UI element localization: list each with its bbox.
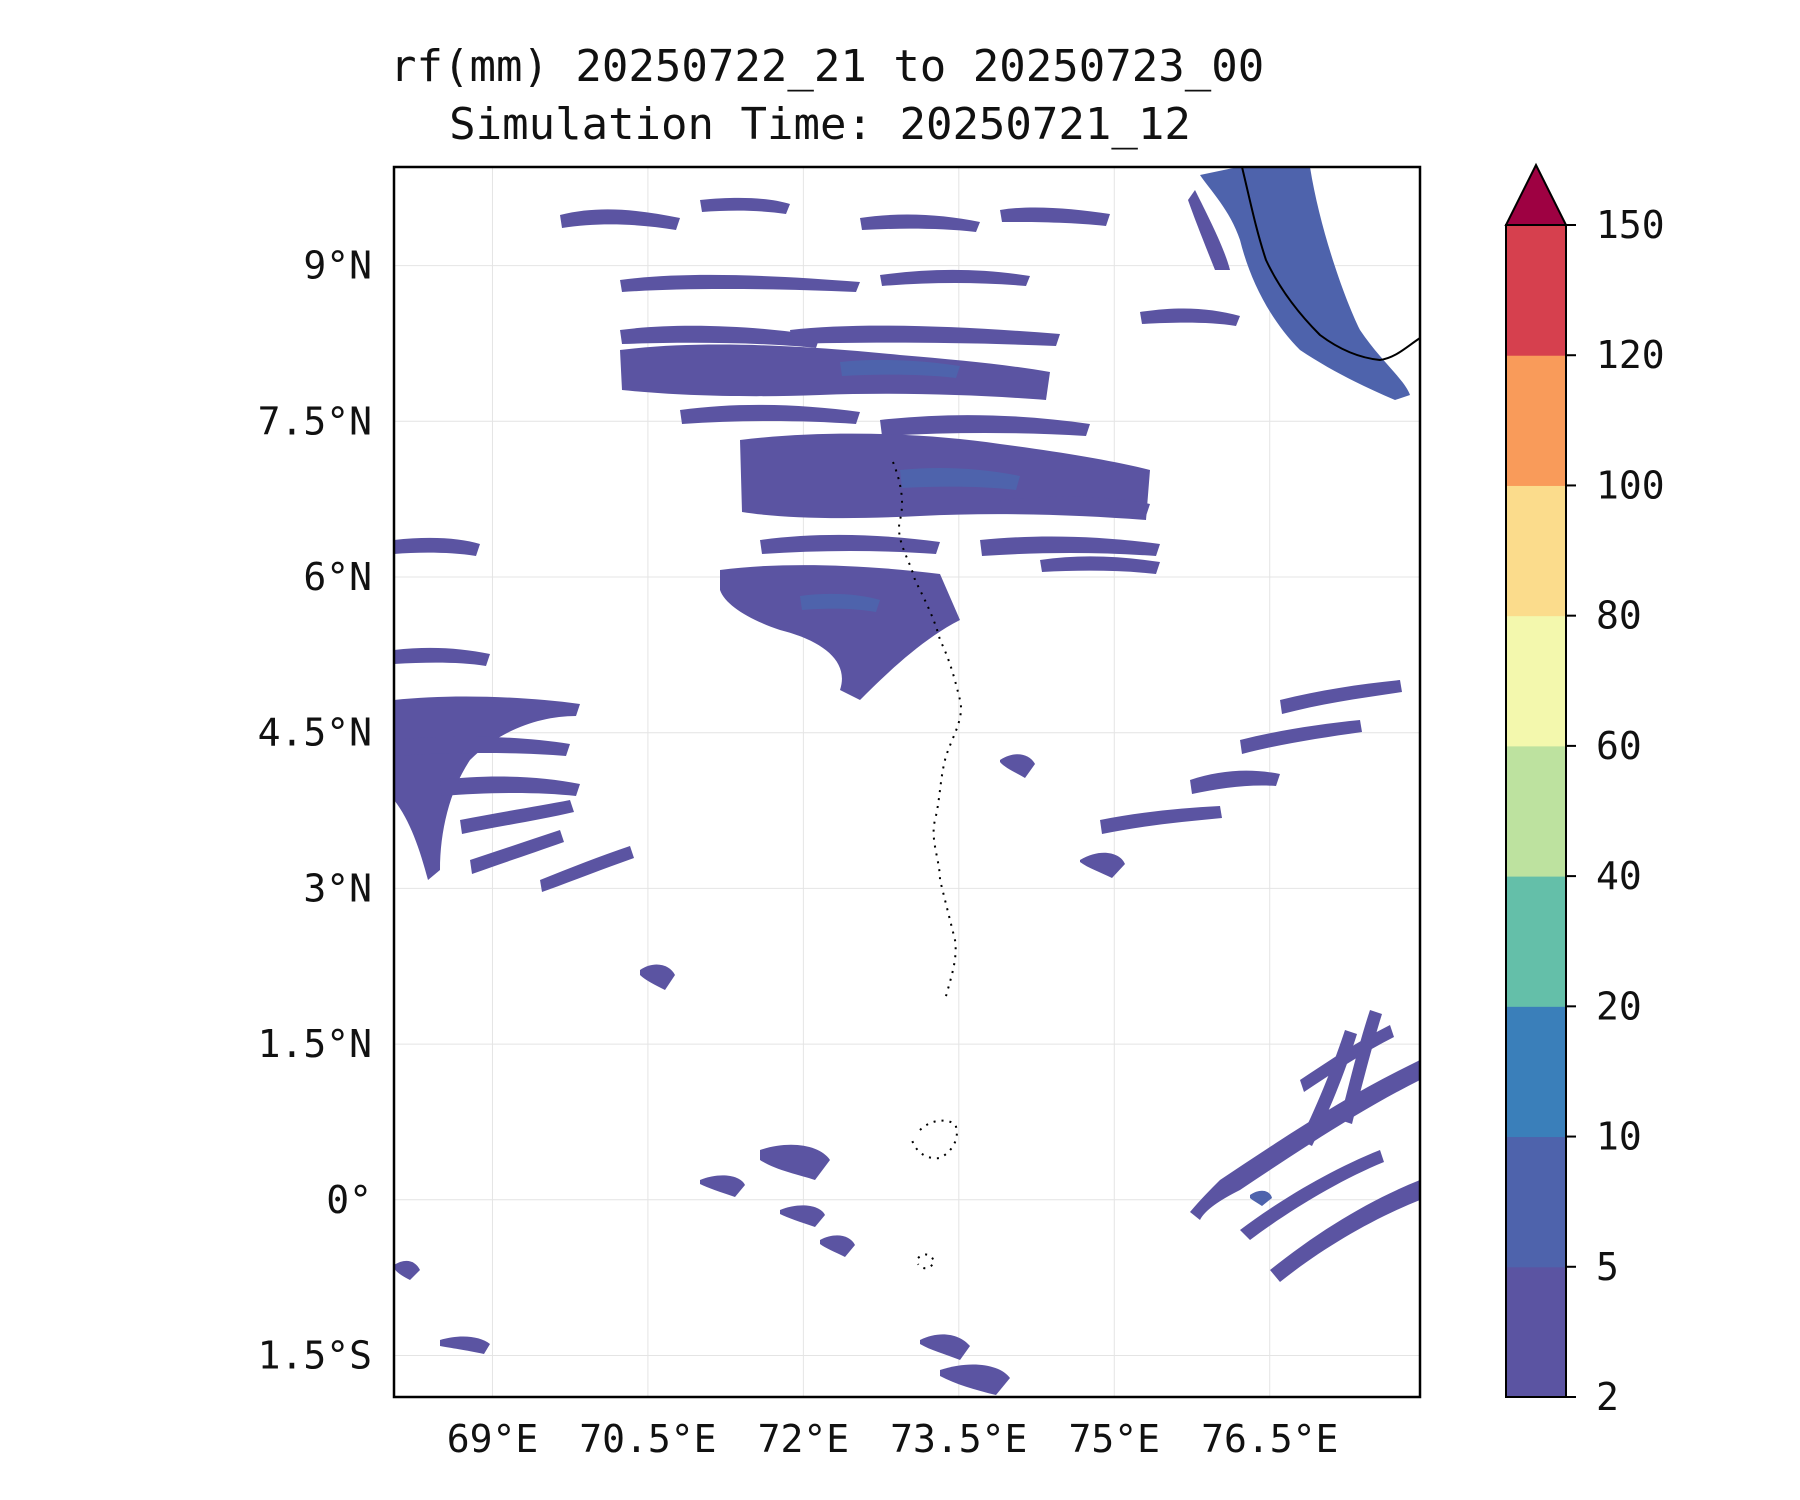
rain-patch	[700, 1175, 745, 1197]
maldives-atoll-dots	[911, 1119, 958, 1160]
lon-tick-label: 73.5°E	[890, 1417, 1027, 1461]
colorbar-segment	[1506, 876, 1566, 1007]
lon-tick-label: 75°E	[1069, 1417, 1161, 1461]
latitude-tick-labels: 9°N 7.5°N 6°N 4.5°N 3°N 1.5°N 0° 1.5°S	[258, 244, 372, 1378]
lat-tick-label: 6°N	[303, 555, 372, 599]
coastline	[892, 167, 1420, 1270]
colorbar-segment	[1506, 225, 1566, 356]
rain-west-streak	[394, 647, 490, 666]
rain-west-streak	[394, 537, 480, 556]
rain-southeast-band	[1300, 1030, 1357, 1146]
colorbar-segment	[1506, 485, 1566, 617]
colorbar-segment	[1506, 355, 1566, 486]
lat-tick-label: 1.5°S	[258, 1333, 372, 1377]
colorbar-tick-label: 80	[1596, 594, 1642, 638]
rain-patch	[920, 1334, 970, 1360]
lat-tick-label: 4.5°N	[258, 711, 372, 755]
rain-patch	[820, 1235, 855, 1257]
rain-patch	[760, 1144, 830, 1180]
lon-tick-label: 72°E	[758, 1417, 850, 1461]
rain-patch	[1280, 680, 1402, 714]
rain-west-streak	[440, 776, 580, 796]
rain-streak	[1000, 207, 1110, 226]
rain-streak	[790, 325, 1060, 346]
lat-tick-label: 0°	[326, 1178, 372, 1222]
colorbar-tick-label: 40	[1596, 854, 1642, 898]
rain-streak	[1140, 308, 1240, 326]
rain-streak	[620, 325, 820, 348]
rain-streak	[1000, 496, 1150, 516]
rain-west-streak	[540, 846, 634, 892]
rain-patch	[1100, 806, 1222, 834]
rain-patch	[940, 1364, 1010, 1395]
rain-cluster-south	[720, 565, 960, 700]
colorbar-tick-label: 5	[1596, 1245, 1619, 1289]
lat-tick-label: 3°N	[303, 866, 372, 910]
rain-patch	[780, 1205, 825, 1227]
colorbar-tick-label: 2	[1596, 1375, 1619, 1419]
rain-cluster-central-heavy	[900, 468, 1020, 490]
colorbar-tick-label: 10	[1596, 1115, 1642, 1159]
rain-coastal-band-inner	[1188, 190, 1230, 270]
chart-title-line-2: Simulation Time: 20250721_12	[449, 99, 1191, 150]
rain-southeast-band	[1270, 1180, 1420, 1282]
colorbar-segment	[1506, 1266, 1566, 1398]
rain-streak	[620, 274, 860, 292]
rain-west-streak	[460, 800, 574, 834]
rain-patch	[394, 1260, 420, 1280]
rain-patch	[1080, 852, 1125, 878]
rain-streak	[680, 404, 860, 424]
rain-cluster-south-heavy	[800, 593, 880, 612]
rain-west-streak	[394, 736, 570, 756]
lat-tick-label: 9°N	[303, 244, 372, 288]
colorbar-segment	[1506, 745, 1566, 877]
colorbar-segment	[1506, 1136, 1566, 1268]
colorbar-segment	[1506, 1006, 1566, 1138]
colorbar-tick-label: 60	[1596, 724, 1642, 768]
rain-streak	[1040, 556, 1160, 574]
rain-streak	[880, 415, 1090, 436]
colorbar-tick-label: 120	[1596, 333, 1665, 377]
lon-tick-label: 76.5°E	[1201, 1417, 1338, 1461]
india-coastline	[1241, 167, 1420, 362]
rain-southeast-band	[1340, 1010, 1382, 1124]
colorbar-tick-label: 20	[1596, 984, 1642, 1028]
rain-streak	[880, 269, 1030, 286]
rain-streak	[700, 197, 790, 214]
colorbar-tick-label: 100	[1596, 463, 1665, 507]
colorbar-segment	[1506, 615, 1566, 747]
colorbar-extend-arrow	[1504, 162, 1568, 226]
rain-patch	[640, 964, 675, 990]
colorbar: 2 5 10 20 40 60 80 100 120 150	[1504, 162, 1665, 1419]
rain-streak	[560, 209, 680, 230]
rain-cluster-north-heavy	[840, 359, 960, 378]
rain-coastal-band	[1200, 167, 1410, 400]
colorbar-tick-label: 150	[1596, 203, 1665, 247]
rain-southeast-heavy	[1250, 1190, 1272, 1206]
lat-tick-label: 1.5°N	[258, 1022, 372, 1066]
rain-patch	[440, 1336, 490, 1354]
rain-patch	[1000, 754, 1035, 778]
lon-tick-label: 70.5°E	[579, 1417, 716, 1461]
colorbar-frame	[1505, 224, 1567, 1398]
rain-streak	[760, 534, 940, 554]
map-frame	[392, 165, 1422, 1399]
maldives-atoll-dots	[917, 1253, 936, 1270]
rain-streak	[860, 214, 980, 232]
lon-tick-label: 69°E	[447, 1417, 539, 1461]
chart-title-line-1: rf(mm) 20250722_21 to 20250723_00	[390, 41, 1265, 92]
rain-southeast-band	[1240, 1150, 1384, 1240]
longitude-tick-labels: 69°E 70.5°E 72°E 73.5°E 75°E 76.5°E	[447, 1417, 1339, 1461]
rain-cluster-north	[620, 344, 1050, 400]
rainfall-contours	[394, 167, 1420, 1395]
lat-tick-label: 7.5°N	[258, 399, 372, 443]
rain-west-streak	[470, 830, 564, 874]
rain-patch	[1240, 720, 1362, 754]
rain-streak	[980, 536, 1160, 556]
rain-patch	[1190, 770, 1280, 794]
